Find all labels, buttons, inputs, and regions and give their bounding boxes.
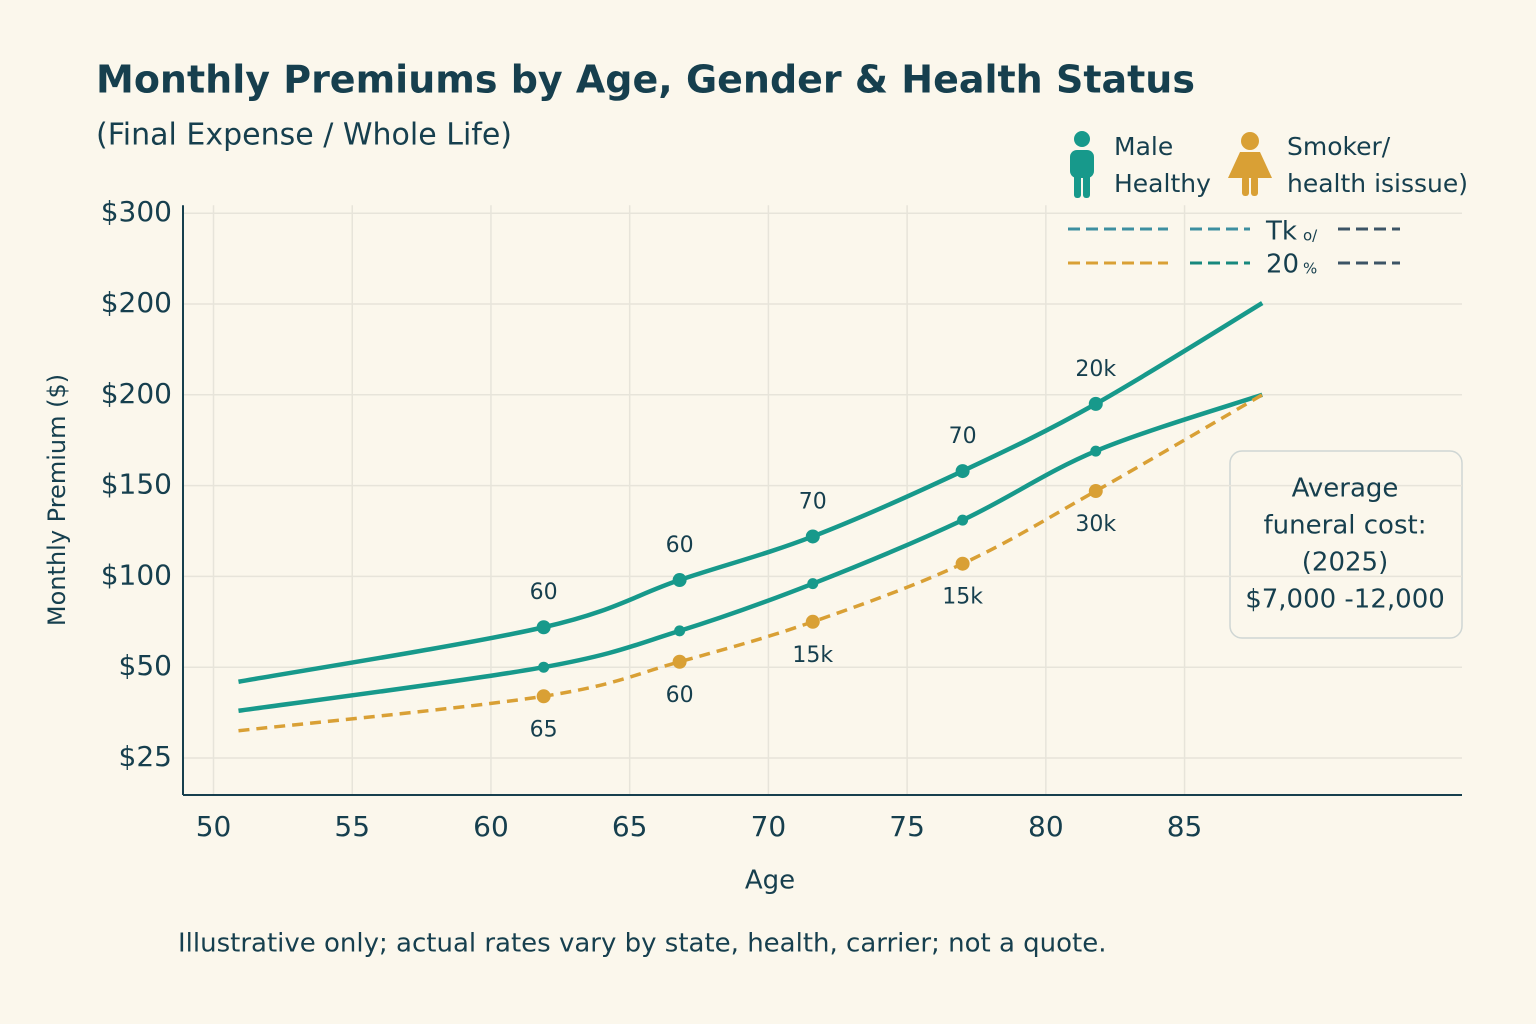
legend-lines xyxy=(1068,227,1400,265)
footnote: Illustrative only; actual rates vary by … xyxy=(178,929,1107,959)
chart-title: Monthly Premiums by Age, Gender & Health… xyxy=(96,58,1195,102)
chart-subtitle: (Final Expense / Whole Life) xyxy=(96,118,512,153)
legend-note: o/ xyxy=(1303,227,1318,245)
legend-icon-smoker xyxy=(1228,132,1272,196)
callout-text: $7,000 -12,000 xyxy=(1245,585,1445,615)
point-note: 15k xyxy=(942,585,983,610)
point-note: 20k xyxy=(1075,357,1116,382)
marker xyxy=(672,654,687,669)
marker xyxy=(538,661,550,673)
callout-box xyxy=(1229,450,1463,639)
legend-label: Smoker/ xyxy=(1287,132,1391,161)
point-note: 70 xyxy=(949,424,977,449)
marker xyxy=(674,625,686,637)
marker xyxy=(536,620,551,635)
marker xyxy=(805,529,820,544)
y-tick-label: $200 xyxy=(101,377,172,410)
marker xyxy=(807,578,819,590)
x-tick-label: 50 xyxy=(196,810,232,843)
x-tick-label: 75 xyxy=(889,810,925,843)
marker xyxy=(955,464,970,479)
point-note: 30k xyxy=(1075,512,1116,537)
point-note: 15k xyxy=(792,643,833,668)
marker xyxy=(1090,445,1102,457)
marker xyxy=(1088,484,1103,499)
point-note: 60 xyxy=(666,533,694,558)
x-tick-label: 65 xyxy=(612,810,648,843)
x-tick-label: 70 xyxy=(751,810,787,843)
marker xyxy=(805,614,820,629)
legend-note: 20 xyxy=(1266,250,1299,280)
marker xyxy=(957,514,969,526)
legend-label: Healthy xyxy=(1114,169,1211,198)
legend-note: % xyxy=(1303,260,1317,278)
y-tick-label: $50 xyxy=(119,649,172,682)
x-axis-label: Age xyxy=(745,866,795,896)
point-note: 60 xyxy=(530,580,558,605)
legend-icon-male xyxy=(1070,131,1094,198)
callout-text: Average xyxy=(1292,474,1399,504)
legend-label: health isissue) xyxy=(1287,169,1468,198)
legend-label: Male xyxy=(1114,132,1173,161)
marker xyxy=(536,689,551,704)
legend-note: Tk xyxy=(1265,217,1297,247)
point-note: 65 xyxy=(530,717,558,742)
x-tick-label: 60 xyxy=(473,810,509,843)
x-tick-label: 85 xyxy=(1167,810,1203,843)
y-tick-label: $100 xyxy=(101,558,172,591)
y-tick-label: $300 xyxy=(101,195,172,228)
y-tick-label: $200 xyxy=(101,286,172,319)
marker xyxy=(955,556,970,571)
marker xyxy=(672,573,687,588)
y-axis-label: Monthly Premium ($) xyxy=(43,374,71,626)
x-tick-label: 80 xyxy=(1028,810,1064,843)
callout-text: funeral cost: xyxy=(1264,511,1427,541)
point-note: 70 xyxy=(799,489,827,514)
y-tick-label: $150 xyxy=(101,468,172,501)
point-note: 60 xyxy=(666,683,694,708)
callout-text: (2025) xyxy=(1302,548,1388,578)
x-tick-label: 55 xyxy=(334,810,370,843)
y-tick-label: $25 xyxy=(119,740,172,773)
marker xyxy=(1088,396,1103,411)
